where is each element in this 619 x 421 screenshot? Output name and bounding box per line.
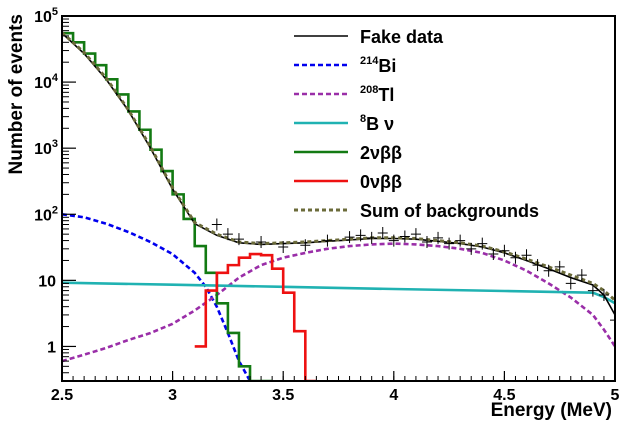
data-point bbox=[211, 218, 222, 231]
data-point bbox=[433, 231, 444, 244]
series-sum bbox=[62, 31, 615, 302]
data-point bbox=[499, 244, 510, 257]
x-tick-label: 5 bbox=[611, 387, 619, 404]
plot-area bbox=[62, 31, 615, 381]
y-tick-label: 104 bbox=[34, 72, 59, 92]
data-point bbox=[366, 231, 377, 244]
series-nu0 bbox=[194, 252, 317, 381]
data-point bbox=[355, 229, 366, 242]
y-tick-label: 103 bbox=[34, 138, 58, 158]
data-point bbox=[510, 251, 521, 264]
legend-label-nu0: 0νββ bbox=[360, 172, 402, 192]
data-point bbox=[554, 260, 565, 273]
data-point bbox=[488, 248, 499, 261]
y-axis-label: Number of events bbox=[6, 14, 27, 174]
data-point bbox=[532, 259, 543, 272]
axis-ticks: 2.5 3 3.5 4 4.5 5 1 10 102 103 104 105 bbox=[34, 6, 619, 404]
data-point bbox=[300, 239, 311, 252]
legend-label-nu2: 2νββ bbox=[360, 143, 402, 163]
data-point bbox=[388, 234, 399, 247]
data-point bbox=[344, 231, 355, 244]
data-point bbox=[610, 314, 615, 327]
x-tick-label: 3.5 bbox=[272, 387, 294, 404]
series-bi214 bbox=[62, 213, 252, 381]
data-point bbox=[466, 242, 477, 255]
x-tick-label: 3 bbox=[168, 387, 177, 404]
data-point bbox=[421, 236, 432, 249]
legend-label-sum: Sum of backgrounds bbox=[360, 201, 539, 221]
series-nu2 bbox=[62, 31, 273, 381]
data-point bbox=[587, 284, 598, 297]
data-point bbox=[377, 227, 388, 240]
series-tl208 bbox=[62, 242, 615, 363]
data-point bbox=[576, 269, 587, 282]
legend-label-bi214: 214Bi bbox=[360, 55, 396, 76]
data-point bbox=[256, 236, 267, 249]
x-tick-label: 4 bbox=[389, 387, 398, 404]
legend-label-tl208: 208Tl bbox=[360, 84, 394, 105]
data-point bbox=[455, 234, 466, 247]
data-point bbox=[565, 277, 576, 290]
x-tick-label: 2.5 bbox=[51, 387, 73, 404]
y-tick-label: 102 bbox=[34, 204, 58, 224]
data-point bbox=[598, 289, 609, 302]
data-point bbox=[399, 230, 410, 243]
plot-frame bbox=[61, 15, 616, 382]
y-tick-label: 105 bbox=[34, 6, 58, 26]
y-tick-label: 1 bbox=[47, 339, 56, 356]
x-tick-label: 4.5 bbox=[493, 387, 515, 404]
data-point bbox=[543, 264, 554, 277]
legend-label-b8: 8B ν bbox=[360, 113, 394, 134]
data-point bbox=[521, 249, 532, 262]
data-point bbox=[410, 228, 421, 241]
data-point bbox=[444, 237, 455, 250]
data-point bbox=[322, 234, 333, 247]
data-point bbox=[477, 237, 488, 250]
data-point bbox=[233, 233, 244, 246]
legend: Fake data 214Bi 208Tl 8B ν 2νββ 0νββ Sum of ba… bbox=[294, 27, 539, 221]
data-point bbox=[222, 228, 233, 241]
x-axis-label: Energy (MeV) bbox=[491, 400, 612, 421]
series-b8 bbox=[62, 281, 615, 305]
data-point bbox=[278, 240, 289, 253]
legend-label-fake: Fake data bbox=[360, 27, 444, 47]
y-tick-label: 10 bbox=[38, 273, 56, 290]
